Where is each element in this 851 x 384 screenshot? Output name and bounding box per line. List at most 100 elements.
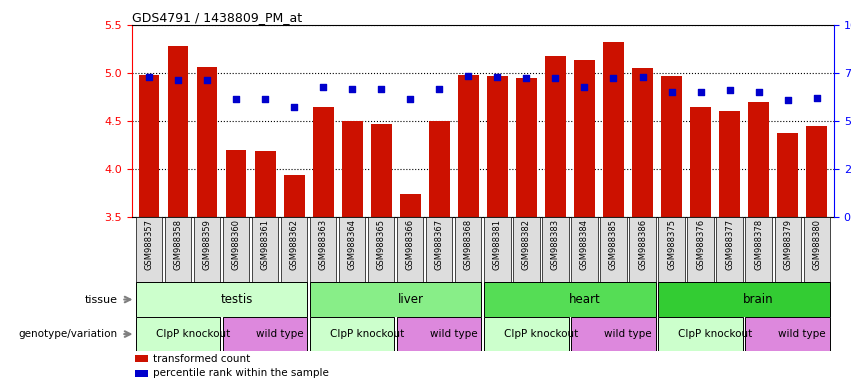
Bar [807,126,826,217]
Text: GSM988358: GSM988358 [174,219,183,270]
Bar [745,217,772,282]
Bar [311,317,395,351]
Text: GSM988361: GSM988361 [261,219,270,270]
Point [346,86,359,92]
Bar [194,217,220,282]
Text: heart: heart [568,293,600,306]
Bar [168,46,188,217]
Bar [517,78,537,217]
Bar [688,217,714,282]
Text: testis: testis [220,293,253,306]
Bar [659,317,743,351]
Text: tissue: tissue [85,295,117,305]
Text: GSM988378: GSM988378 [754,219,763,270]
Point [374,86,388,92]
Bar [282,217,307,282]
Bar [136,317,220,351]
Bar [630,217,655,282]
Text: GSM988357: GSM988357 [145,219,154,270]
Bar [368,217,395,282]
Text: GDS4791 / 1438809_PM_at: GDS4791 / 1438809_PM_at [132,11,302,24]
Text: GSM988362: GSM988362 [290,219,299,270]
Text: GSM988377: GSM988377 [725,219,734,270]
Point [665,89,678,95]
Bar [659,217,684,282]
Text: GSM988365: GSM988365 [377,219,386,270]
Text: GSM988381: GSM988381 [493,219,502,270]
Bar [690,106,711,217]
Bar [313,106,334,217]
Bar [397,217,424,282]
Point [751,89,765,95]
Point [317,84,330,91]
Text: genotype/variation: genotype/variation [19,329,117,339]
Bar [255,151,276,217]
Bar [574,61,595,217]
Text: wild type: wild type [604,329,652,339]
Point [259,96,272,102]
Point [520,74,534,81]
Point [722,87,736,93]
Bar [603,42,624,217]
Bar [601,217,626,282]
Bar [632,68,653,217]
Bar [542,217,568,282]
Bar [252,217,278,282]
Bar [571,317,655,351]
Bar [459,75,478,217]
Text: wild type: wild type [430,329,477,339]
Bar [778,133,797,217]
Text: liver: liver [397,293,424,306]
Point [288,103,301,109]
Text: GSM988382: GSM988382 [522,219,531,270]
Point [461,73,475,79]
Point [230,96,243,102]
Bar [135,369,148,377]
Text: GSM988385: GSM988385 [609,219,618,270]
Bar [429,121,449,217]
Text: GSM988360: GSM988360 [231,219,241,270]
Bar [484,317,568,351]
Point [403,96,417,102]
Text: GSM988364: GSM988364 [348,219,357,270]
Bar [311,282,482,317]
Bar [223,317,307,351]
Bar [371,124,391,217]
Point [578,84,591,91]
Bar [135,355,148,362]
Bar [745,317,830,351]
Bar [803,217,830,282]
Bar [340,217,365,282]
Text: wild type: wild type [256,329,304,339]
Point [607,74,620,81]
Bar [545,56,566,217]
Bar [136,282,307,317]
Text: GSM988359: GSM988359 [203,219,212,270]
Text: ClpP knockout: ClpP knockout [678,329,752,339]
Point [142,74,156,80]
Point [810,95,824,101]
Text: GSM988367: GSM988367 [435,219,444,270]
Text: GSM988376: GSM988376 [696,219,705,270]
Point [694,89,707,95]
Bar [774,217,801,282]
Text: GSM988384: GSM988384 [580,219,589,270]
Bar [400,194,420,217]
Bar [659,282,830,317]
Bar [397,317,482,351]
Text: ClpP knockout: ClpP knockout [156,329,230,339]
Text: GSM988368: GSM988368 [464,219,473,270]
Bar [342,121,363,217]
Bar [226,150,247,217]
Bar [140,75,159,217]
Text: GSM988375: GSM988375 [667,219,676,270]
Bar [455,217,482,282]
Bar [223,217,249,282]
Text: GSM988386: GSM988386 [638,219,647,270]
Point [201,77,214,83]
Bar [311,217,336,282]
Text: ClpP knockout: ClpP knockout [330,329,404,339]
Bar [488,76,507,217]
Bar [426,217,453,282]
Bar [484,282,655,317]
